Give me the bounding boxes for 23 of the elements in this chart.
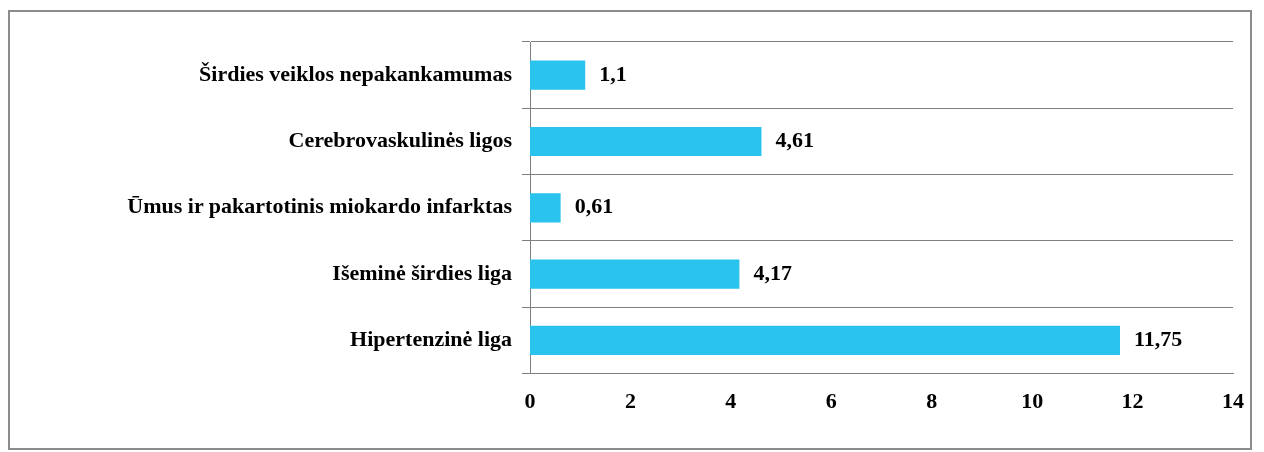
y-tick-label: Hipertenzinė liga: [350, 326, 512, 352]
data-label: 0,61: [574, 193, 614, 219]
data-label: 4,61: [775, 127, 814, 153]
y-tick-label: Cerebrovaskulinės ligos: [288, 127, 513, 153]
x-tick-label: 8: [926, 388, 938, 414]
data-label: 1,1: [599, 60, 627, 86]
x-tick-label: 4: [725, 388, 737, 414]
x-tick-label: 2: [624, 388, 636, 414]
bar: [530, 193, 561, 223]
x-tick-label: 14: [1222, 388, 1244, 414]
bar: [530, 259, 740, 289]
x-tick-label: 6: [825, 388, 837, 414]
y-tick-label: Širdies veiklos nepakankamumas: [199, 60, 513, 86]
y-tick-label: Išeminė širdies liga: [332, 259, 512, 285]
data-label: 11,75: [1134, 326, 1183, 352]
bar: [530, 60, 586, 90]
bar: [530, 325, 1121, 356]
x-tick-label: 0: [524, 388, 536, 414]
x-tick-label: 10: [1021, 388, 1044, 414]
x-tick-label: 12: [1121, 388, 1144, 414]
data-label: 4,17: [753, 259, 792, 285]
y-tick-label: Ūmus ir pakartotinis miokardo infarktas: [127, 193, 513, 219]
bar: [530, 126, 762, 157]
